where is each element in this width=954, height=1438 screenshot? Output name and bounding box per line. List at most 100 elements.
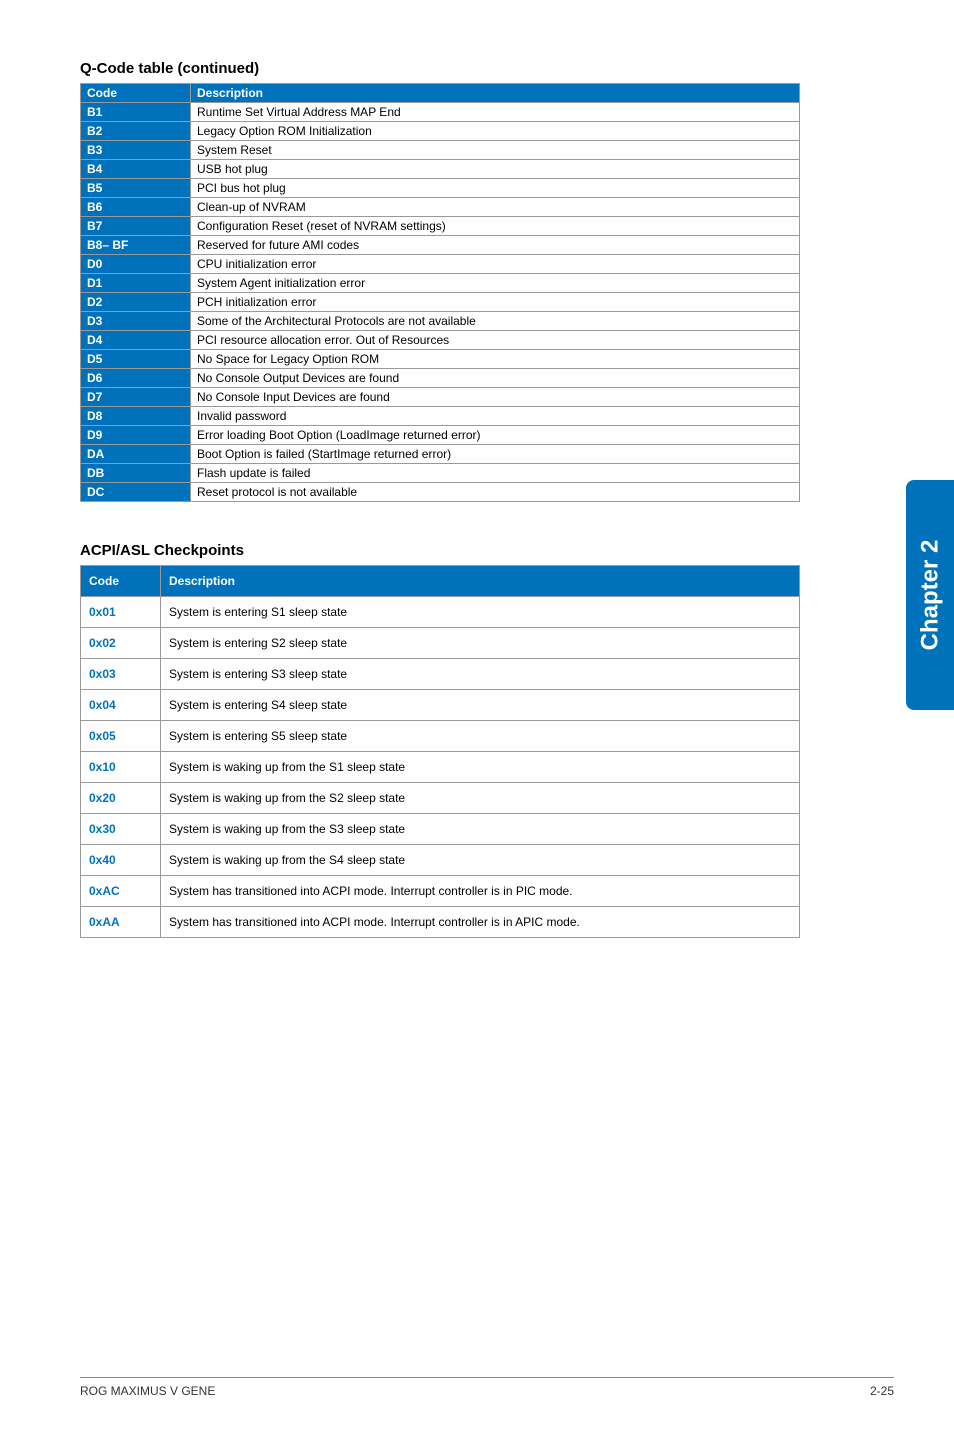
qcode-code-cell: B6 bbox=[81, 198, 191, 217]
table-row: D6No Console Output Devices are found bbox=[81, 369, 800, 388]
qcode-desc-cell: PCI bus hot plug bbox=[191, 179, 800, 198]
acpi-desc-cell: System is entering S2 sleep state bbox=[161, 628, 800, 659]
acpi-header-code: Code bbox=[81, 566, 161, 597]
acpi-code-cell: 0xAC bbox=[81, 876, 161, 907]
qcode-desc-cell: PCH initialization error bbox=[191, 293, 800, 312]
qcode-desc-cell: PCI resource allocation error. Out of Re… bbox=[191, 331, 800, 350]
page-footer: ROG MAXIMUS V GENE 2-25 bbox=[80, 1377, 894, 1398]
table-row: DBFlash update is failed bbox=[81, 464, 800, 483]
qcode-desc-cell: Some of the Architectural Protocols are … bbox=[191, 312, 800, 331]
acpi-code-cell: 0x10 bbox=[81, 752, 161, 783]
acpi-code-cell: 0x05 bbox=[81, 721, 161, 752]
acpi-header-desc: Description bbox=[161, 566, 800, 597]
qcode-code-cell: D1 bbox=[81, 274, 191, 293]
table-row: D8Invalid password bbox=[81, 407, 800, 426]
table-row: 0x04System is entering S4 sleep state bbox=[81, 690, 800, 721]
table-row: D4PCI resource allocation error. Out of … bbox=[81, 331, 800, 350]
qcode-desc-cell: Reserved for future AMI codes bbox=[191, 236, 800, 255]
table-row: 0xACSystem has transitioned into ACPI mo… bbox=[81, 876, 800, 907]
acpi-code-cell: 0x40 bbox=[81, 845, 161, 876]
table-row: D2PCH initialization error bbox=[81, 293, 800, 312]
table-row: 0x01System is entering S1 sleep state bbox=[81, 597, 800, 628]
table-row: D9Error loading Boot Option (LoadImage r… bbox=[81, 426, 800, 445]
table-row: 0xAASystem has transitioned into ACPI mo… bbox=[81, 907, 800, 938]
qcode-title: Q-Code table (continued) bbox=[80, 60, 800, 77]
qcode-desc-cell: Configuration Reset (reset of NVRAM sett… bbox=[191, 217, 800, 236]
table-row: D1System Agent initialization error bbox=[81, 274, 800, 293]
table-row: D3Some of the Architectural Protocols ar… bbox=[81, 312, 800, 331]
qcode-header-code: Code bbox=[81, 84, 191, 103]
acpi-code-cell: 0x30 bbox=[81, 814, 161, 845]
acpi-code-cell: 0x03 bbox=[81, 659, 161, 690]
qcode-code-cell: D5 bbox=[81, 350, 191, 369]
table-row: D5No Space for Legacy Option ROM bbox=[81, 350, 800, 369]
table-row: 0x10System is waking up from the S1 slee… bbox=[81, 752, 800, 783]
acpi-desc-cell: System is entering S1 sleep state bbox=[161, 597, 800, 628]
acpi-title: ACPI/ASL Checkpoints bbox=[80, 542, 800, 559]
qcode-code-cell: DC bbox=[81, 483, 191, 502]
acpi-desc-cell: System is waking up from the S1 sleep st… bbox=[161, 752, 800, 783]
qcode-desc-cell: System Agent initialization error bbox=[191, 274, 800, 293]
table-row: D7No Console Input Devices are found bbox=[81, 388, 800, 407]
acpi-code-cell: 0xAA bbox=[81, 907, 161, 938]
table-row: DCReset protocol is not available bbox=[81, 483, 800, 502]
qcode-code-cell: D0 bbox=[81, 255, 191, 274]
qcode-code-cell: D9 bbox=[81, 426, 191, 445]
qcode-code-cell: D3 bbox=[81, 312, 191, 331]
qcode-desc-cell: Reset protocol is not available bbox=[191, 483, 800, 502]
acpi-table: Code Description 0x01System is entering … bbox=[80, 565, 800, 938]
table-row: 0x30System is waking up from the S3 slee… bbox=[81, 814, 800, 845]
qcode-code-cell: D2 bbox=[81, 293, 191, 312]
acpi-code-cell: 0x01 bbox=[81, 597, 161, 628]
chapter-side-tab: Chapter 2 bbox=[906, 480, 954, 710]
qcode-code-cell: D4 bbox=[81, 331, 191, 350]
table-row: B7Configuration Reset (reset of NVRAM se… bbox=[81, 217, 800, 236]
table-row: 0x20System is waking up from the S2 slee… bbox=[81, 783, 800, 814]
table-row: B4USB hot plug bbox=[81, 160, 800, 179]
table-row: 0x05System is entering S5 sleep state bbox=[81, 721, 800, 752]
table-row: B3System Reset bbox=[81, 141, 800, 160]
acpi-desc-cell: System has transitioned into ACPI mode. … bbox=[161, 907, 800, 938]
qcode-desc-cell: Runtime Set Virtual Address MAP End bbox=[191, 103, 800, 122]
chapter-side-tab-label: Chapter 2 bbox=[916, 540, 944, 651]
table-row: 0x40System is waking up from the S4 slee… bbox=[81, 845, 800, 876]
acpi-code-cell: 0x20 bbox=[81, 783, 161, 814]
acpi-desc-cell: System is waking up from the S2 sleep st… bbox=[161, 783, 800, 814]
table-row: B2Legacy Option ROM Initialization bbox=[81, 122, 800, 141]
qcode-header-desc: Description bbox=[191, 84, 800, 103]
qcode-table: Code Description B1Runtime Set Virtual A… bbox=[80, 83, 800, 502]
table-row: 0x02System is entering S2 sleep state bbox=[81, 628, 800, 659]
qcode-code-cell: D7 bbox=[81, 388, 191, 407]
acpi-desc-cell: System has transitioned into ACPI mode. … bbox=[161, 876, 800, 907]
acpi-code-cell: 0x02 bbox=[81, 628, 161, 659]
acpi-code-cell: 0x04 bbox=[81, 690, 161, 721]
footer-left: ROG MAXIMUS V GENE bbox=[80, 1384, 215, 1398]
qcode-desc-cell: No Space for Legacy Option ROM bbox=[191, 350, 800, 369]
table-row: DABoot Option is failed (StartImage retu… bbox=[81, 445, 800, 464]
acpi-desc-cell: System is waking up from the S3 sleep st… bbox=[161, 814, 800, 845]
footer-right: 2-25 bbox=[870, 1384, 894, 1398]
qcode-code-cell: B8– BF bbox=[81, 236, 191, 255]
qcode-code-cell: D6 bbox=[81, 369, 191, 388]
qcode-desc-cell: No Console Input Devices are found bbox=[191, 388, 800, 407]
qcode-desc-cell: USB hot plug bbox=[191, 160, 800, 179]
qcode-code-cell: D8 bbox=[81, 407, 191, 426]
qcode-desc-cell: Invalid password bbox=[191, 407, 800, 426]
acpi-desc-cell: System is entering S3 sleep state bbox=[161, 659, 800, 690]
table-row: B1Runtime Set Virtual Address MAP End bbox=[81, 103, 800, 122]
qcode-code-cell: B3 bbox=[81, 141, 191, 160]
qcode-desc-cell: Boot Option is failed (StartImage return… bbox=[191, 445, 800, 464]
table-row: B6Clean-up of NVRAM bbox=[81, 198, 800, 217]
qcode-code-cell: B1 bbox=[81, 103, 191, 122]
table-row: 0x03System is entering S3 sleep state bbox=[81, 659, 800, 690]
qcode-desc-cell: CPU initialization error bbox=[191, 255, 800, 274]
qcode-code-cell: B5 bbox=[81, 179, 191, 198]
qcode-desc-cell: System Reset bbox=[191, 141, 800, 160]
qcode-code-cell: DB bbox=[81, 464, 191, 483]
qcode-code-cell: DA bbox=[81, 445, 191, 464]
acpi-desc-cell: System is entering S5 sleep state bbox=[161, 721, 800, 752]
qcode-code-cell: B4 bbox=[81, 160, 191, 179]
table-row: D0CPU initialization error bbox=[81, 255, 800, 274]
qcode-desc-cell: Error loading Boot Option (LoadImage ret… bbox=[191, 426, 800, 445]
qcode-desc-cell: Clean-up of NVRAM bbox=[191, 198, 800, 217]
